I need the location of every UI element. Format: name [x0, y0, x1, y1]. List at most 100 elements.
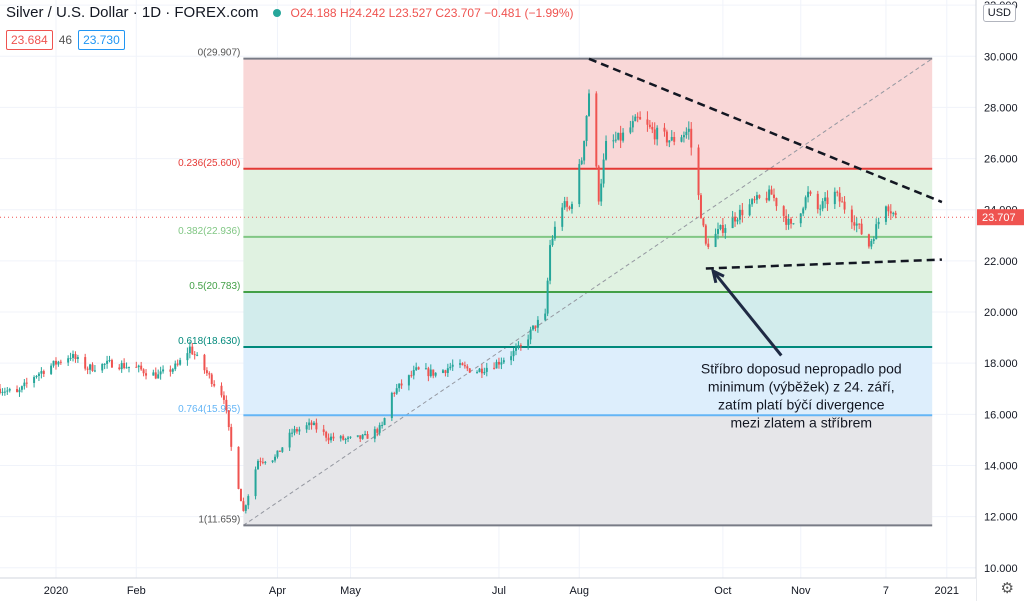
- candle-body: [339, 436, 342, 439]
- candle-body: [281, 447, 284, 452]
- candle-body: [220, 385, 223, 396]
- candle-body: [685, 131, 688, 136]
- spread-value: 46: [58, 33, 73, 47]
- candle-body: [451, 364, 454, 367]
- candle-body: [668, 140, 671, 143]
- candle-body: [651, 126, 654, 130]
- candle-body: [872, 239, 875, 242]
- candle-body: [322, 429, 325, 432]
- candle-body: [466, 366, 469, 369]
- candle-body: [680, 137, 683, 142]
- trend-line: [588, 57, 943, 204]
- time-axis-background: [0, 578, 976, 601]
- candle-body: [123, 363, 126, 369]
- candle-body: [142, 369, 145, 374]
- candle-body: [208, 373, 211, 375]
- candle-body: [145, 373, 148, 376]
- candle-body: [570, 204, 573, 209]
- candle-body: [568, 206, 571, 209]
- candle-body: [595, 93, 598, 167]
- candle-body: [91, 364, 94, 371]
- candle-body: [101, 364, 104, 371]
- candle-body: [417, 367, 420, 370]
- candle-body: [390, 392, 393, 419]
- fib-zone: [243, 58, 933, 169]
- candle-body: [162, 369, 165, 372]
- candle-body: [580, 160, 583, 165]
- currency-button[interactable]: USD: [982, 4, 1016, 22]
- candle-body: [770, 189, 773, 195]
- candle-body: [836, 191, 839, 193]
- candle-body: [315, 422, 318, 430]
- candle-body: [816, 193, 819, 210]
- time-tick-label: 2020: [44, 585, 68, 597]
- candle-body: [108, 360, 111, 362]
- candle-body: [42, 371, 45, 374]
- candle-body: [171, 369, 174, 372]
- candle-body: [110, 360, 113, 368]
- candle-body: [785, 215, 788, 225]
- candle-body: [37, 373, 40, 376]
- candle-body: [551, 238, 554, 246]
- candle-body: [819, 208, 822, 210]
- candle-body: [295, 428, 298, 432]
- candle-body: [838, 192, 841, 202]
- symbol-title[interactable]: Silver / U.S. Dollar · 1D · FOREX.com: [6, 4, 259, 21]
- annotation-text-line: minimum (výběžek) z 24. září,: [708, 378, 895, 394]
- candle-body: [395, 388, 398, 394]
- ohlc-open: O24.188: [290, 5, 337, 20]
- candle-body: [429, 369, 432, 377]
- candle-body: [636, 116, 639, 118]
- candle-body: [159, 371, 162, 375]
- candle-body: [738, 209, 741, 220]
- candle-body: [59, 361, 62, 363]
- candle-body: [424, 368, 427, 370]
- candle-body: [237, 446, 240, 489]
- last-price-label: 23.707: [982, 212, 1016, 224]
- candle-body: [205, 370, 208, 374]
- time-tick-label: Aug: [569, 585, 589, 597]
- candle-body: [833, 191, 836, 205]
- ohlc-readout: O24.188 H24.242 L23.527 C23.707 −0.481 (…: [291, 6, 574, 20]
- candle-body: [16, 389, 19, 393]
- candle-body: [459, 363, 462, 365]
- gear-icon[interactable]: ⚙: [1000, 580, 1014, 597]
- candle-body: [826, 197, 829, 205]
- ask-price-button[interactable]: 23.730: [78, 30, 125, 50]
- candle-body: [463, 365, 466, 367]
- candle-body: [734, 216, 737, 222]
- candle-body: [376, 429, 379, 433]
- candle-body: [877, 221, 880, 225]
- candle-body: [330, 436, 333, 441]
- candle-body: [787, 218, 790, 225]
- candle-body: [741, 209, 744, 216]
- candle-body: [887, 206, 890, 212]
- candle-body: [536, 319, 539, 328]
- candle-body: [493, 367, 496, 369]
- candle-body: [8, 389, 11, 391]
- ohlc-low: L23.527: [388, 5, 433, 20]
- candle-body: [850, 209, 853, 223]
- candle-body: [631, 121, 634, 128]
- candle-body: [707, 243, 710, 247]
- fib-level-label: 0.618(18.630): [178, 336, 240, 347]
- bid-price-button[interactable]: 23.684: [6, 30, 53, 50]
- candle-body: [824, 197, 827, 202]
- candle-body: [427, 368, 430, 377]
- candle-body: [441, 370, 444, 373]
- candle-body: [239, 488, 242, 502]
- candle-body: [461, 363, 464, 366]
- price-tick-label: 16.000: [984, 409, 1018, 421]
- candle-body: [724, 228, 727, 233]
- candle-body: [702, 218, 705, 226]
- candle-body: [398, 383, 401, 389]
- candle-body: [332, 436, 335, 439]
- candle-body: [566, 201, 569, 207]
- candle-body: [349, 436, 352, 438]
- price-tick-label: 30.000: [984, 51, 1018, 63]
- candle-body: [714, 233, 717, 247]
- candle-body: [510, 356, 513, 361]
- fib-level-label: 0.5(20.783): [189, 281, 240, 292]
